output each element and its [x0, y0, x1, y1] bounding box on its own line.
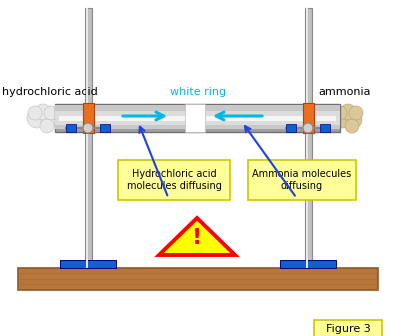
Text: Figure 3: Figure 3: [325, 324, 371, 334]
Polygon shape: [159, 218, 235, 255]
Circle shape: [28, 106, 42, 120]
Circle shape: [303, 123, 313, 133]
Circle shape: [349, 106, 363, 120]
Bar: [248, 160, 356, 200]
Bar: [320, 124, 330, 132]
Text: white ring: white ring: [170, 87, 226, 97]
Bar: [55, 111, 340, 125]
Bar: [85, 8, 92, 268]
Circle shape: [332, 108, 352, 128]
Bar: [83, 103, 94, 133]
Bar: [286, 124, 296, 132]
Bar: [18, 268, 378, 290]
Bar: [280, 260, 336, 268]
Bar: [306, 8, 308, 268]
Text: Ammonia molecules
diffusing: Ammonia molecules diffusing: [252, 169, 352, 191]
Circle shape: [35, 104, 51, 120]
Circle shape: [40, 119, 54, 133]
Bar: [305, 8, 312, 268]
Circle shape: [83, 123, 93, 133]
Circle shape: [346, 112, 362, 128]
Circle shape: [44, 106, 58, 120]
Circle shape: [340, 104, 356, 120]
Bar: [86, 8, 88, 268]
Bar: [100, 124, 110, 132]
Circle shape: [27, 108, 47, 128]
Text: ammonia: ammonia: [319, 87, 371, 97]
Bar: [303, 103, 314, 133]
Bar: [185, 104, 205, 132]
Text: hydrochloric acid: hydrochloric acid: [2, 87, 98, 97]
Circle shape: [333, 106, 347, 120]
Bar: [118, 160, 230, 200]
Bar: [55, 104, 340, 132]
Bar: [59, 116, 336, 121]
Bar: [60, 260, 116, 268]
Text: !: !: [192, 228, 202, 248]
Circle shape: [41, 112, 57, 128]
Bar: [66, 124, 76, 132]
Bar: [314, 320, 382, 336]
Bar: [55, 105, 340, 129]
Text: Hydrochloric acid
molecules diffusing: Hydrochloric acid molecules diffusing: [126, 169, 222, 191]
Circle shape: [345, 119, 359, 133]
